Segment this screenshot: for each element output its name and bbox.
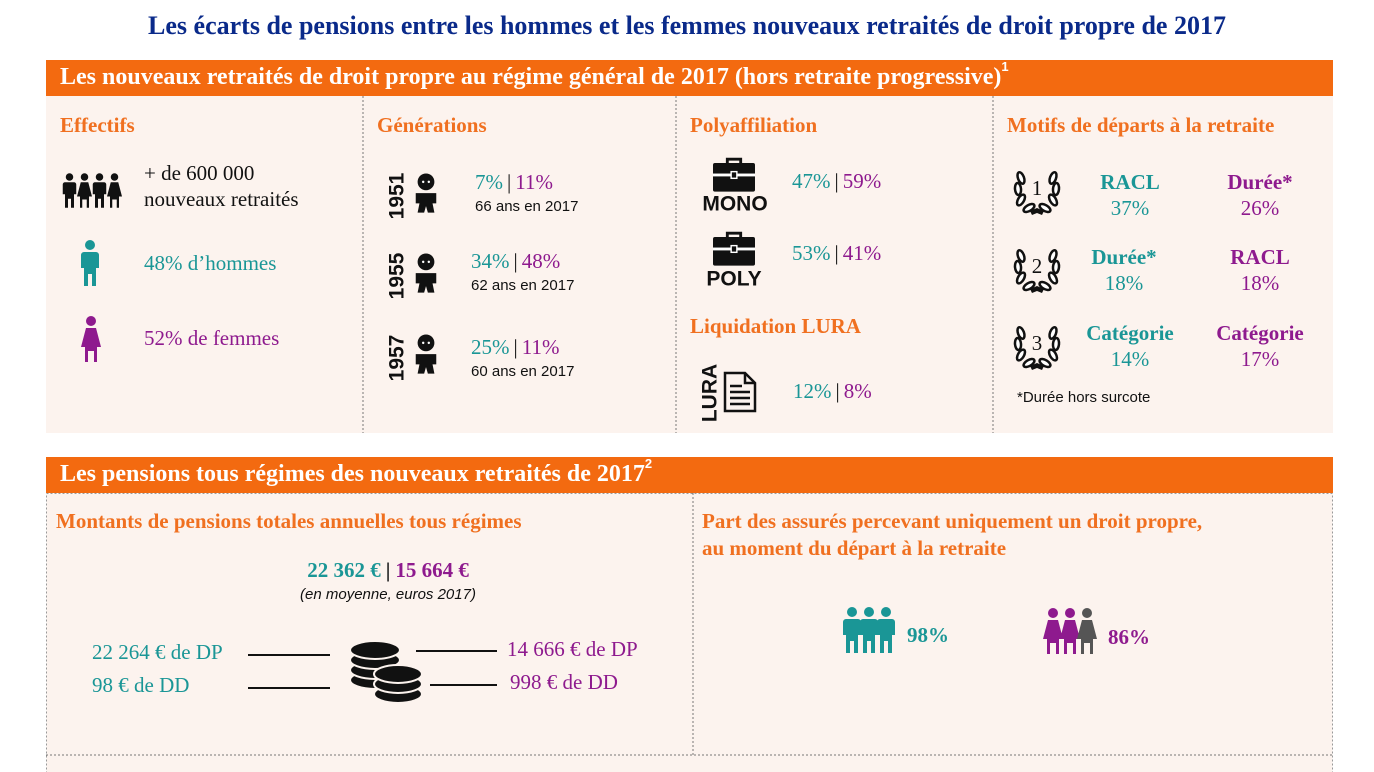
men-reason-share: 18% [1105, 271, 1144, 295]
lura-share-part: 12% [793, 379, 832, 403]
lura-share-part: | [836, 379, 840, 403]
women-reason-share: 18% [1241, 271, 1280, 295]
women-reason-share: 26% [1241, 196, 1280, 220]
affiliation-share-part: 59% [843, 169, 882, 193]
men-reason: RACL [1100, 170, 1160, 194]
total-amounts-part: 22 362 € [307, 558, 381, 582]
men-reason-share: 14% [1111, 347, 1150, 371]
age-note: 62 ans en 2017 [471, 277, 574, 294]
section-heading-part: Les pensions tous régimes des nouveaux r… [60, 461, 645, 487]
footnote: *Durée hors surcote [1017, 389, 1150, 406]
lura-share-part: 8% [844, 379, 872, 403]
block-title: Motifs de départs à la retraite [1007, 113, 1274, 137]
generation-share: 25% | 11% [471, 335, 559, 359]
generation-share-part: 48% [522, 249, 561, 273]
affiliation-share-part: 53% [792, 241, 831, 265]
men-reason-share: 37% [1111, 196, 1150, 220]
women-dd: 998 € de DD [510, 670, 618, 694]
total-text: + de 600 000 [144, 161, 254, 185]
briefcase-icon [713, 231, 755, 266]
generation-share-part: 34% [471, 249, 510, 273]
affiliation-share-part: | [835, 241, 839, 265]
women-reason: Durée* [1227, 170, 1292, 194]
rank: 3 [1032, 331, 1043, 355]
men-share: 48% d’hommes [144, 251, 276, 275]
block-title: Montants de pensions totales annuelles t… [56, 509, 522, 533]
year: 1951 [386, 172, 409, 219]
affiliation-share: 53% | 41% [792, 241, 881, 265]
block-title: au moment du départ à la retraite [702, 536, 1006, 560]
affiliation-label: POLY [706, 268, 761, 291]
document-icon-part [730, 384, 750, 406]
men-reason: Catégorie [1086, 321, 1173, 345]
generation-share-part: 11% [522, 335, 560, 359]
document-icon-part [743, 373, 755, 385]
total-amounts-part: 15 664 € [395, 558, 469, 582]
page-title: Les écarts de pensions entre les hommes … [148, 11, 1226, 40]
affiliation-label: MONO [702, 193, 767, 216]
total-text: nouveaux retraités [144, 187, 299, 211]
total-amounts: 22 362 € | 15 664 € [307, 558, 469, 582]
generation-share-part: | [507, 170, 511, 194]
section-heading: Les nouveaux retraités de droit propre a… [60, 59, 1009, 89]
women-reason-share: 17% [1241, 347, 1280, 371]
section-panel [46, 493, 1333, 772]
section-heading: Les pensions tous régimes des nouveaux r… [60, 456, 652, 486]
briefcase-icon [713, 157, 755, 192]
generation-share-part: 25% [471, 335, 510, 359]
block-title: Polyaffiliation [690, 113, 817, 137]
men-dp: 22 264 € de DP [92, 640, 223, 664]
document-icon [723, 371, 757, 413]
affiliation-share: 47% | 59% [792, 169, 881, 193]
coins-icon [349, 640, 423, 704]
women-own-right: 86% [1108, 625, 1150, 649]
men-reason: Durée* [1091, 245, 1156, 269]
section-heading-part: 1 [1001, 59, 1008, 74]
rank: 2 [1032, 254, 1043, 278]
affiliation-share-part: 41% [843, 241, 882, 265]
generation-share-part: 7% [475, 170, 503, 194]
year: 1957 [386, 335, 409, 382]
women-reason: RACL [1230, 245, 1290, 269]
women-dp: 14 666 € de DP [507, 637, 638, 661]
block-title: Liquidation LURA [690, 314, 862, 338]
affiliation-share-part: | [835, 169, 839, 193]
women-share: 52% de femmes [144, 326, 279, 350]
coins-icon-part [349, 640, 401, 660]
rank: 1 [1032, 176, 1043, 200]
year: 1955 [386, 252, 409, 299]
section-heading-part: 2 [645, 456, 652, 471]
generation-share-part: | [514, 335, 518, 359]
women-reason: Catégorie [1216, 321, 1303, 345]
block-title: Effectifs [60, 113, 135, 137]
total-amounts-part: | [386, 558, 391, 582]
affiliation-share-part: 47% [792, 169, 831, 193]
section-panel [46, 96, 1333, 433]
section-header [46, 60, 1333, 96]
generation-share-part: | [514, 249, 518, 273]
men-dd: 98 € de DD [92, 673, 189, 697]
section-header [46, 457, 1333, 493]
generation-share: 7% | 11% [475, 170, 553, 194]
lura-label: LURA [699, 364, 722, 422]
block-title: Générations [377, 113, 487, 137]
age-note: 60 ans en 2017 [471, 363, 574, 380]
age-note: 66 ans en 2017 [475, 198, 578, 215]
lura-share: 12% | 8% [793, 379, 872, 403]
coins-icon-part [373, 664, 423, 684]
document-icon-part [723, 371, 757, 413]
generation-share-part: 11% [515, 170, 553, 194]
section-heading-part: Les nouveaux retraités de droit propre a… [60, 64, 1001, 90]
generation-share: 34% | 48% [471, 249, 560, 273]
men-own-right: 98% [907, 623, 949, 647]
amount-note: (en moyenne, euros 2017) [300, 586, 476, 603]
block-title: Part des assurés percevant uniquement un… [702, 509, 1202, 533]
